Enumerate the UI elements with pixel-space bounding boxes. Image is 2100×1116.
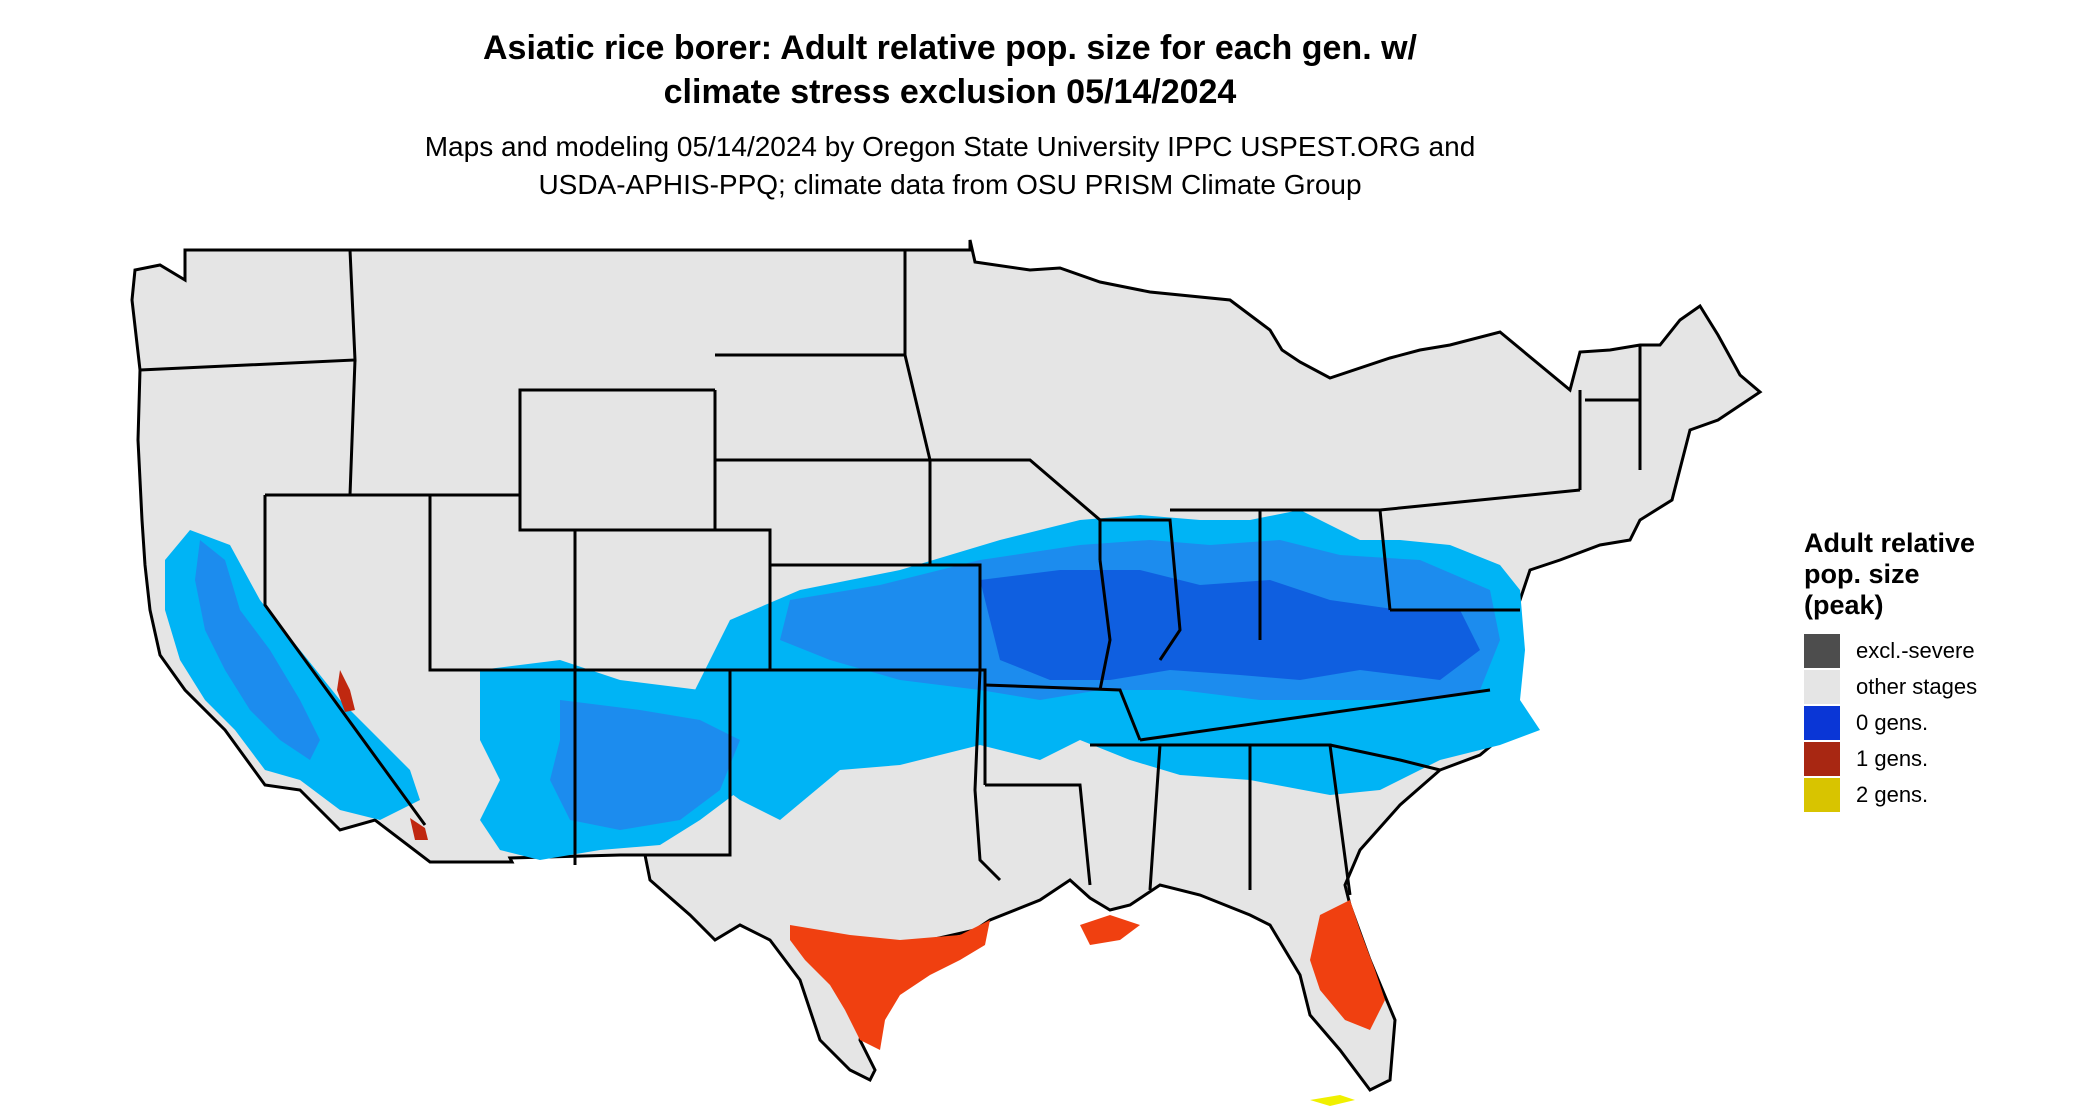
legend-swatch	[1804, 742, 1840, 776]
legend-swatch	[1804, 706, 1840, 740]
subtitle-line-2: USDA-APHIS-PPQ; climate data from OSU PR…	[538, 169, 1362, 200]
yellow-keys	[1310, 1095, 1355, 1106]
legend-items: excl.-severe other stages 0 gens. 1 gens…	[1804, 633, 1977, 813]
legend-swatch	[1804, 778, 1840, 812]
legend-label: 1 gens.	[1856, 746, 1929, 771]
blue-southwest-mid	[550, 700, 740, 830]
red-california	[337, 670, 355, 712]
legend-item-0-gens: 0 gens.	[1804, 705, 1977, 741]
subtitle-line-1: Maps and modeling 05/14/2024 by Oregon S…	[424, 131, 1476, 162]
orange-texas	[790, 920, 990, 1050]
us-map	[130, 239, 1763, 1106]
title-line-2: climate stress exclusion 05/14/2024	[663, 73, 1237, 111]
legend-swatch	[1804, 634, 1840, 668]
legend-title: Adult relative pop. size (peak)	[1804, 528, 1977, 621]
legend-label: excl.-severe	[1856, 638, 1975, 663]
legend-label: 2 gens.	[1856, 782, 1929, 807]
legend-item-excl-severe: excl.-severe	[1804, 633, 1977, 669]
map-subtitle: Maps and modeling 05/14/2024 by Oregon S…	[0, 128, 1900, 204]
blue-west-dark	[195, 540, 320, 760]
orange-region	[337, 670, 1385, 1050]
legend-label: other stages	[1856, 674, 1978, 699]
legend-title-line-2: pop. size	[1804, 559, 1920, 589]
orange-gulf	[1080, 915, 1140, 945]
legend-title-line-1: Adult relative	[1804, 528, 1976, 558]
state-borders	[139, 249, 1642, 896]
legend-item-1-gens: 1 gens.	[1804, 741, 1977, 777]
legend-title-line-3: (peak)	[1804, 590, 1884, 620]
orange-florida	[1310, 900, 1385, 1030]
legend-label: 0 gens.	[1856, 710, 1929, 735]
legend-item-other-stages: other stages	[1804, 669, 1977, 705]
title-line-1: Asiatic rice borer: Adult relative pop. …	[483, 29, 1417, 67]
red-desert	[410, 818, 428, 840]
legend: Adult relative pop. size (peak) excl.-se…	[1804, 528, 1977, 813]
blue-region	[165, 510, 1540, 860]
map-title: Asiatic rice borer: Adult relative pop. …	[0, 26, 1900, 114]
legend-swatch	[1804, 670, 1840, 704]
legend-item-2-gens: 2 gens.	[1804, 777, 1977, 813]
